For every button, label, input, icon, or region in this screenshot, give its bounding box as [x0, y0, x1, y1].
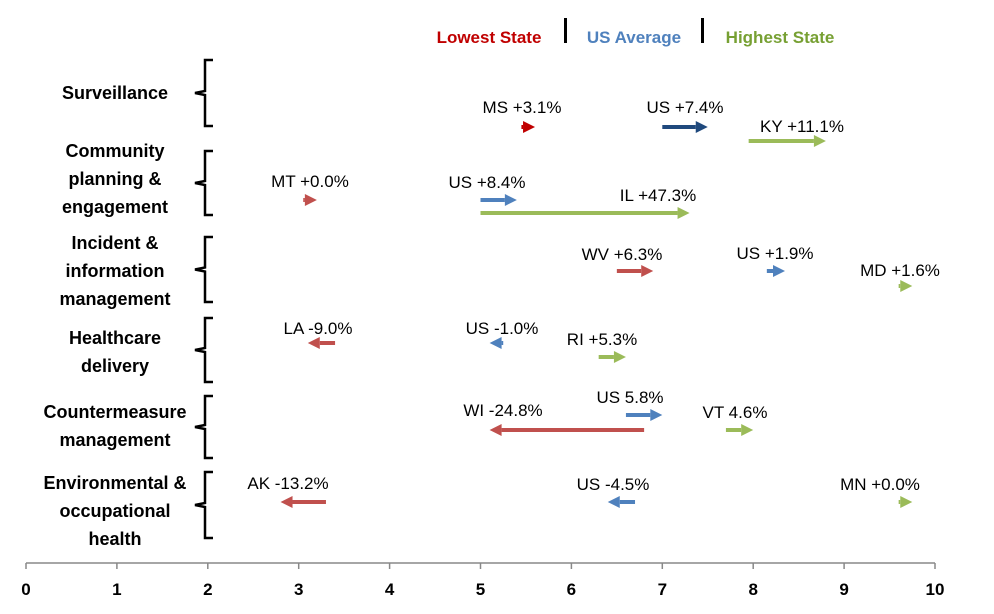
data-label: LA -9.0%: [284, 319, 353, 338]
arrow-head: [695, 121, 708, 133]
data-label: US +8.4%: [448, 173, 525, 192]
data-label: MD +1.6%: [860, 261, 940, 280]
category-brace: [194, 470, 213, 540]
category-label-line: Environmental &: [43, 473, 186, 493]
data-label: KY +11.1%: [760, 117, 844, 136]
legend-separator-1: [564, 18, 567, 43]
x-tick-label: 5: [476, 580, 485, 599]
x-axis: 0 1 2 3 4 5 6 7 8 9 10: [21, 562, 945, 599]
arrow-head: [613, 351, 626, 363]
arrow-head: [523, 121, 536, 133]
arrow-head: [677, 207, 690, 219]
arrow-head: [607, 496, 620, 508]
category-label-line: management: [59, 430, 170, 450]
arrow-lowest: [303, 194, 317, 206]
x-tick-label: 9: [839, 580, 848, 599]
data-label: US +1.9%: [736, 244, 813, 263]
x-tick-label: 1: [112, 580, 121, 599]
x-tick-label: 4: [385, 580, 395, 599]
data-label: US -4.5%: [577, 475, 650, 494]
arrow-us: [766, 265, 786, 277]
arrow-highest: [598, 351, 626, 363]
category-label-line: delivery: [81, 356, 149, 376]
data-label: IL +47.3%: [620, 186, 696, 205]
category-brace: [194, 58, 213, 128]
arrow-us: [489, 337, 504, 349]
data-label: RI +5.3%: [567, 330, 637, 349]
x-tick-label: 6: [567, 580, 576, 599]
category-label-line: information: [66, 261, 165, 281]
category-brace: [194, 394, 213, 460]
arrow-us: [607, 496, 636, 508]
data-label: US +7.4%: [646, 98, 723, 117]
x-tick-label: 0: [21, 580, 30, 599]
category-label-line: Community: [66, 141, 165, 161]
arrow-lowest: [307, 337, 336, 349]
x-tick-label: 3: [294, 580, 303, 599]
data-label: MS +3.1%: [483, 98, 562, 117]
category-brace: [194, 149, 213, 217]
arrow-us: [625, 409, 663, 421]
arrow-lowest: [616, 265, 654, 277]
arrow-head: [773, 265, 786, 277]
data-label: WV +6.3%: [582, 245, 663, 264]
x-tick-label: 8: [748, 580, 757, 599]
x-tick-label: 10: [926, 580, 945, 599]
arrow-lowest: [521, 121, 536, 133]
arrow-head: [304, 194, 317, 206]
legend: Lowest State US Average Highest State: [437, 18, 835, 47]
category-label-line: occupational: [59, 501, 170, 521]
data-label: WI -24.8%: [463, 401, 542, 420]
legend-separator-2: [701, 18, 704, 43]
arrow-highest: [898, 496, 913, 508]
category-label-line: Countermeasure: [43, 402, 186, 422]
arrow-head: [813, 135, 826, 147]
legend-lowest-label: Lowest State: [437, 28, 542, 47]
arrow-head: [307, 337, 320, 349]
x-tick-label: 2: [203, 580, 212, 599]
category-brace: [194, 235, 213, 304]
arrow-highest: [480, 207, 690, 219]
arrow-head: [900, 496, 913, 508]
arrow-head: [650, 409, 663, 421]
legend-highest-label: Highest State: [726, 28, 835, 47]
category-brace: [194, 316, 213, 384]
arrow-head: [641, 265, 654, 277]
data-label: MN +0.0%: [840, 475, 920, 494]
data-label: VT 4.6%: [703, 403, 768, 422]
arrow-head: [900, 280, 913, 292]
arrow-highest: [725, 424, 754, 436]
category-label-line: management: [59, 289, 170, 309]
arrow-us: [480, 194, 517, 206]
arrow-head: [489, 424, 502, 436]
legend-us-label: US Average: [587, 28, 681, 47]
arrow-head: [489, 337, 502, 349]
category-label-line: health: [88, 529, 141, 549]
categories: Surveillance Community planning & engagemen…: [43, 58, 213, 549]
arrow-lowest: [280, 496, 326, 508]
arrow-highest: [748, 135, 826, 147]
data-label: AK -13.2%: [247, 474, 328, 493]
category-label-line: Healthcare: [69, 328, 161, 348]
arrow-highest: [898, 280, 913, 292]
category-label-line: engagement: [62, 197, 168, 217]
category-label-line: Surveillance: [62, 83, 168, 103]
data-label: US -1.0%: [466, 319, 539, 338]
arrow-head: [741, 424, 754, 436]
category-label-line: planning &: [69, 169, 162, 189]
arrows: MS +3.1% US +7.4% KY +11.1% MT +0.0% US +8.4…: [247, 98, 940, 508]
x-tick-label: 7: [658, 580, 667, 599]
data-label: MT +0.0%: [271, 172, 349, 191]
arrow-us: [662, 121, 708, 133]
arrow-head: [280, 496, 293, 508]
arrow-head: [504, 194, 517, 206]
data-label: US 5.8%: [596, 388, 663, 407]
category-label-line: Incident &: [71, 233, 158, 253]
arrow-lowest: [489, 424, 645, 436]
